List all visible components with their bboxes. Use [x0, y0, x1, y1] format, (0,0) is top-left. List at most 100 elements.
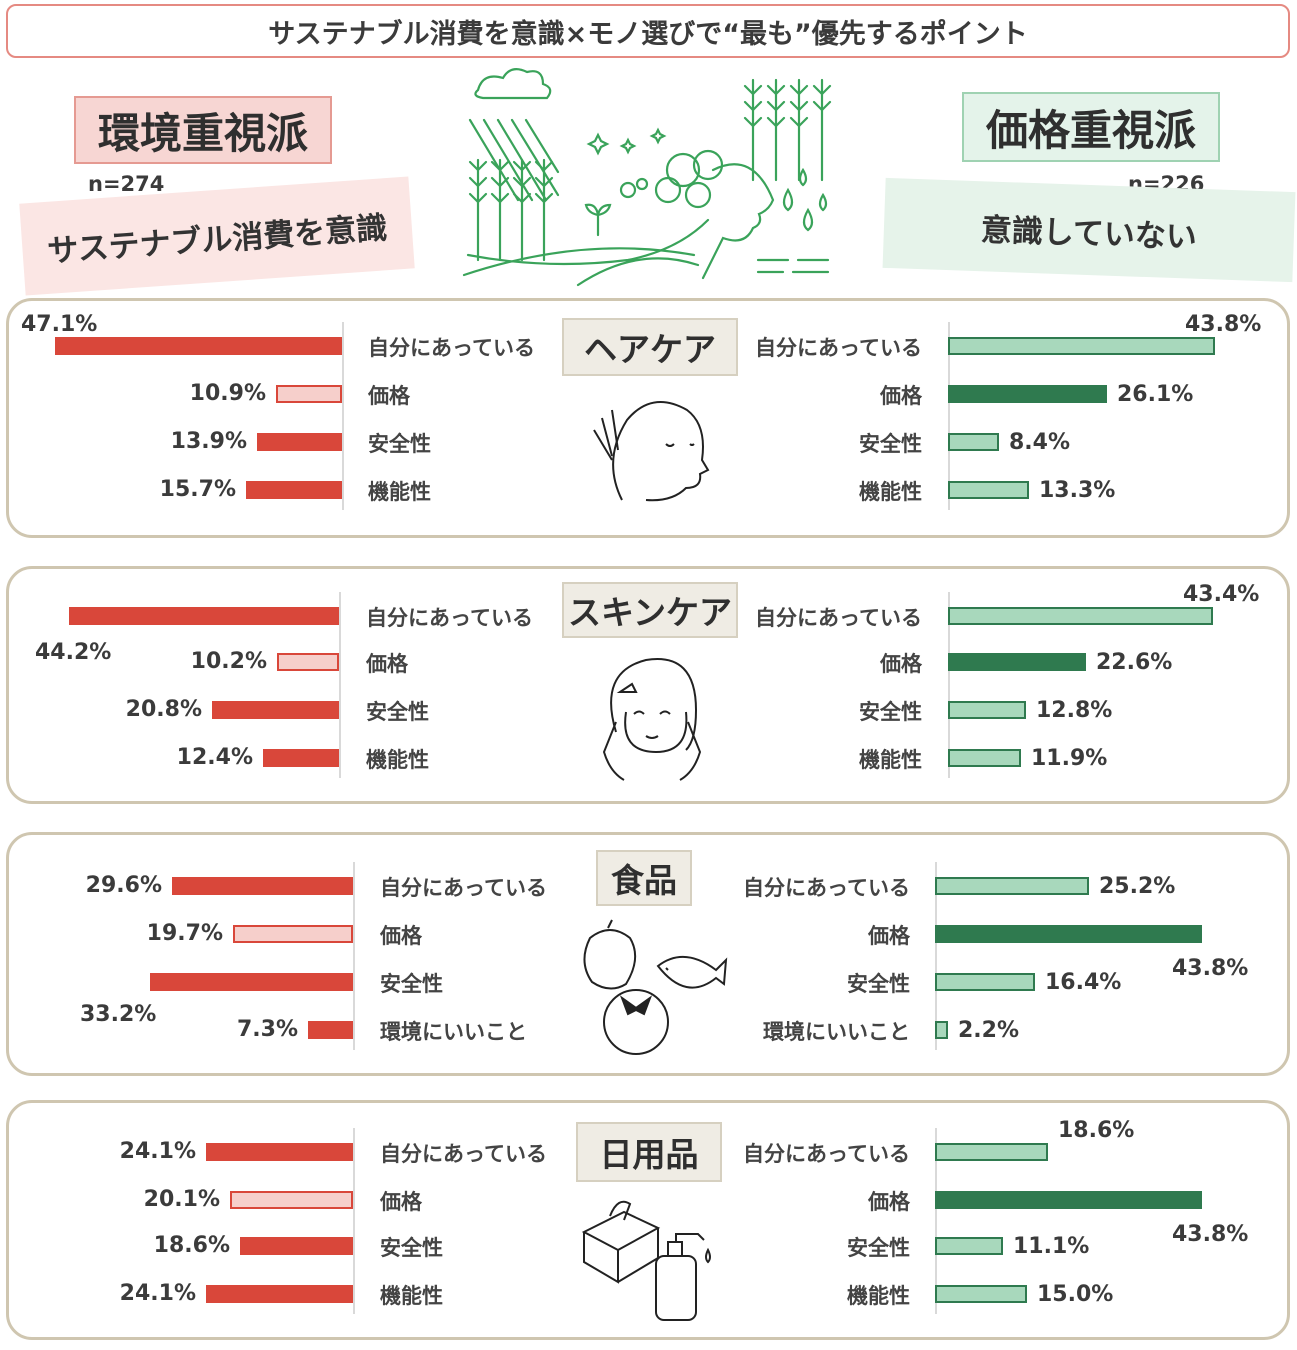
right-value-label: 15.0%	[1037, 1282, 1114, 1307]
right-bar	[948, 653, 1086, 671]
hair-care-icon	[593, 401, 710, 502]
right-bar	[935, 877, 1089, 895]
right-bar	[935, 1191, 1202, 1209]
nature-illustration	[462, 67, 832, 287]
left-value-label: 13.9%	[170, 429, 247, 454]
left-value-label: 29.6%	[85, 873, 162, 898]
left-value-label: 44.2%	[35, 640, 112, 665]
skin-care-icon	[602, 658, 702, 781]
left-bar	[230, 1191, 353, 1209]
category-label-left: 機能性	[368, 480, 431, 504]
right-value-label: 26.1%	[1117, 382, 1194, 407]
left-bar	[150, 973, 353, 991]
tissue-bottle-icon	[581, 1200, 711, 1321]
right-value-label: 12.8%	[1036, 698, 1113, 723]
right-axis-line	[948, 322, 950, 510]
left-value-label: 20.8%	[125, 697, 202, 722]
category-label-right: 自分にあっている	[755, 336, 922, 360]
right-value-label: 13.3%	[1039, 478, 1116, 503]
category-label-right: 安全性	[847, 972, 910, 996]
right-value-label: 43.8%	[1185, 312, 1262, 337]
left-bar	[55, 337, 342, 355]
right-value-label: 43.8%	[1172, 956, 1249, 981]
category-label-left: 機能性	[366, 748, 429, 772]
right-value-label: 22.6%	[1096, 650, 1173, 675]
right-value-label: 43.4%	[1183, 582, 1260, 607]
category-label-right: 安全性	[859, 700, 922, 724]
category-label-left: 機能性	[380, 1284, 443, 1308]
left-value-label: 20.1%	[143, 1187, 220, 1212]
right-value-label: 16.4%	[1045, 970, 1122, 995]
page-title: サステナブル消費を意識×モノ選びで“最も”優先するポイント	[6, 4, 1290, 58]
right-bar	[935, 1237, 1003, 1255]
left-group-title: 環境重視派	[74, 96, 332, 164]
left-bar	[172, 877, 353, 895]
right-bar	[935, 973, 1035, 991]
right-bar	[948, 433, 999, 451]
right-bar	[948, 749, 1021, 767]
left-bar	[257, 433, 342, 451]
right-value-label: 11.9%	[1031, 746, 1108, 771]
right-group-title: 価格重視派	[962, 92, 1220, 162]
category-label-right: 自分にあっている	[743, 876, 910, 900]
category-label-left: 安全性	[368, 432, 431, 456]
right-bar	[948, 607, 1213, 625]
left-value-label: 33.2%	[80, 1002, 157, 1027]
left-bar	[263, 749, 339, 767]
right-value-label: 8.4%	[1009, 430, 1071, 455]
right-bar	[935, 1021, 948, 1039]
right-bar	[935, 1143, 1048, 1161]
left-value-label: 19.7%	[146, 921, 223, 946]
category-label-right: 価格	[880, 652, 922, 676]
left-bar	[246, 481, 342, 499]
category-label-right: 安全性	[847, 1236, 910, 1260]
category-label-right: 機能性	[859, 480, 922, 504]
right-bar	[948, 701, 1026, 719]
left-bar	[233, 925, 353, 943]
category-label-left: 価格	[366, 652, 408, 676]
right-value-label: 25.2%	[1099, 874, 1176, 899]
right-value-label: 2.2%	[958, 1018, 1020, 1043]
category-haircare: ヘアケア	[562, 318, 738, 376]
category-label-right: 自分にあっている	[755, 606, 922, 630]
right-value-label: 11.1%	[1013, 1234, 1090, 1259]
category-label-left: 自分にあっている	[366, 606, 533, 630]
category-label-left: 価格	[380, 1190, 422, 1214]
right-bar	[948, 385, 1107, 403]
left-group-subtitle: サステナブル消費を意識	[19, 176, 415, 296]
left-value-label: 7.3%	[236, 1017, 298, 1042]
right-bar	[935, 925, 1202, 943]
left-bar	[308, 1021, 353, 1039]
left-group-n: n=274	[88, 172, 165, 196]
left-axis-line	[353, 862, 355, 1050]
right-value-label: 18.6%	[1058, 1118, 1135, 1143]
right-value-label: 43.8%	[1172, 1222, 1249, 1247]
category-food: 食品	[596, 850, 692, 906]
right-bar	[935, 1285, 1027, 1303]
category-label-left: 価格	[380, 924, 422, 948]
category-label-right: 環境にいいこと	[763, 1020, 910, 1044]
left-bar	[69, 607, 339, 625]
left-value-label: 24.1%	[119, 1139, 196, 1164]
left-axis-line	[342, 322, 344, 510]
left-axis-line	[353, 1128, 355, 1314]
category-label-left: 安全性	[380, 972, 443, 996]
category-label-left: 安全性	[380, 1236, 443, 1260]
left-value-label: 10.9%	[189, 381, 266, 406]
left-value-label: 47.1%	[21, 312, 98, 337]
category-label-left: 価格	[368, 384, 410, 408]
category-label-left: 自分にあっている	[380, 1142, 547, 1166]
left-value-label: 12.4%	[176, 745, 253, 770]
left-value-label: 10.2%	[190, 649, 267, 674]
right-bar	[948, 337, 1215, 355]
left-bar	[276, 385, 342, 403]
category-label-right: 自分にあっている	[743, 1142, 910, 1166]
category-label-left: 安全性	[366, 700, 429, 724]
left-value-label: 24.1%	[119, 1281, 196, 1306]
right-axis-line	[935, 862, 937, 1050]
category-label-right: 価格	[868, 1190, 910, 1214]
category-label-right: 機能性	[859, 748, 922, 772]
category-label-left: 自分にあっている	[368, 336, 535, 360]
category-label-left: 自分にあっている	[380, 876, 547, 900]
left-value-label: 18.6%	[153, 1233, 230, 1258]
